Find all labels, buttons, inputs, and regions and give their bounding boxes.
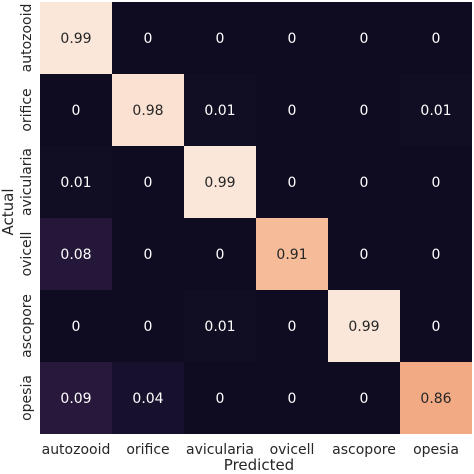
heatmap-cell xyxy=(112,218,184,290)
heatmap-cell xyxy=(184,74,256,146)
heatmap-cell xyxy=(256,2,328,74)
heatmap-cell xyxy=(184,362,256,434)
heatmap-cell xyxy=(400,290,472,362)
heatmap-cell xyxy=(112,146,184,218)
heatmap-cell xyxy=(40,290,112,362)
heatmap-cell xyxy=(112,362,184,434)
cell-value-label: 0.09 xyxy=(60,391,91,407)
cell-annotations: 0.99 0 0 0 0 0 0 0.98 0.01 0 0 0.01 0.01 0 0.99 0 0 0 0.08… xyxy=(60,31,451,407)
cell-value-label: 0 xyxy=(288,391,297,407)
cell-value-label: 0 xyxy=(360,31,369,47)
cell-value-label: 0 xyxy=(216,31,225,47)
heatmap-cell xyxy=(184,2,256,74)
x-tick-labels: autozooid orifice avicularia ovicell ascopor… xyxy=(42,442,459,458)
cell-value-label: 0.01 xyxy=(60,175,91,191)
y-axis-label: Actual xyxy=(0,189,17,236)
cell-value-label: 0 xyxy=(144,319,153,335)
cell-value-label: 0 xyxy=(288,175,297,191)
cell-value-label: 0.99 xyxy=(204,175,235,191)
y-tick-labels: autozooid orifice avicularia ovicell ascopor… xyxy=(19,4,35,421)
heatmap-cell xyxy=(40,362,112,434)
heatmap-cell xyxy=(256,146,328,218)
cell-value-label: 0 xyxy=(72,319,81,335)
heatmap-cell xyxy=(328,290,400,362)
cell-value-label: 0 xyxy=(216,391,225,407)
cell-value-label: 0 xyxy=(72,103,81,119)
heatmap-cell xyxy=(40,74,112,146)
heatmap-cell xyxy=(256,218,328,290)
heatmap-cell xyxy=(400,146,472,218)
cell-value-label: 0 xyxy=(360,247,369,263)
x-tick-label: avicularia xyxy=(186,442,254,458)
x-tick-label: orifice xyxy=(126,442,169,458)
heatmap-cell xyxy=(328,74,400,146)
cell-value-label: 0.91 xyxy=(276,247,307,263)
cell-value-label: 0.98 xyxy=(132,103,163,119)
heatmap-cell xyxy=(184,146,256,218)
cell-value-label: 0 xyxy=(216,247,225,263)
cell-value-label: 0.99 xyxy=(60,31,91,47)
heatmap-cell xyxy=(328,146,400,218)
x-tick-label: autozooid xyxy=(42,442,111,458)
heatmap-cell xyxy=(328,2,400,74)
cell-value-label: 0 xyxy=(144,175,153,191)
cell-value-label: 0 xyxy=(432,31,441,47)
heatmap-cell xyxy=(400,2,472,74)
heatmap-cell xyxy=(40,146,112,218)
x-tick-label: ovicell xyxy=(270,442,315,458)
heatmap-cell xyxy=(400,362,472,434)
cell-value-label: 0.04 xyxy=(132,391,163,407)
cell-value-label: 0.99 xyxy=(348,319,379,335)
y-tick-label: avicularia xyxy=(19,148,35,216)
cell-value-label: 0.01 xyxy=(204,319,235,335)
heatmap-cell xyxy=(112,290,184,362)
x-tick-label: opesia xyxy=(413,442,459,458)
cell-value-label: 0.01 xyxy=(420,103,451,119)
heatmap-cell xyxy=(184,290,256,362)
heatmap-cell xyxy=(400,74,472,146)
cell-value-label: 0 xyxy=(144,247,153,263)
cell-value-label: 0 xyxy=(432,175,441,191)
cell-value-label: 0 xyxy=(432,247,441,263)
cell-value-label: 0 xyxy=(288,31,297,47)
y-tick-label: ascopore xyxy=(19,294,35,358)
heatmap-cell xyxy=(256,362,328,434)
cell-value-label: 0.08 xyxy=(60,247,91,263)
heatmap-cells xyxy=(40,2,472,434)
cell-value-label: 0.86 xyxy=(420,391,451,407)
cell-value-label: 0 xyxy=(288,103,297,119)
cell-value-label: 0 xyxy=(360,103,369,119)
heatmap-cell xyxy=(184,218,256,290)
heatmap-cell xyxy=(40,218,112,290)
y-tick-label: ovicell xyxy=(19,232,35,277)
heatmap-cell xyxy=(256,74,328,146)
heatmap-cell xyxy=(112,74,184,146)
cell-value-label: 0 xyxy=(360,175,369,191)
y-tick-label: orifice xyxy=(19,88,35,131)
cell-value-label: 0 xyxy=(288,319,297,335)
y-tick-label: opesia xyxy=(19,375,35,421)
cell-value-label: 0.01 xyxy=(204,103,235,119)
heatmap-cell xyxy=(400,218,472,290)
cell-value-label: 0 xyxy=(144,31,153,47)
heatmap-cell xyxy=(256,290,328,362)
heatmap-cell xyxy=(112,2,184,74)
cell-value-label: 0 xyxy=(360,391,369,407)
cell-value-label: 0 xyxy=(432,319,441,335)
x-axis-label: Predicted xyxy=(224,456,294,474)
heatmap-cell xyxy=(328,362,400,434)
x-tick-label: ascopore xyxy=(332,442,396,458)
y-tick-label: autozooid xyxy=(19,4,35,73)
heatmap-cell xyxy=(328,218,400,290)
heatmap-cell xyxy=(40,2,112,74)
